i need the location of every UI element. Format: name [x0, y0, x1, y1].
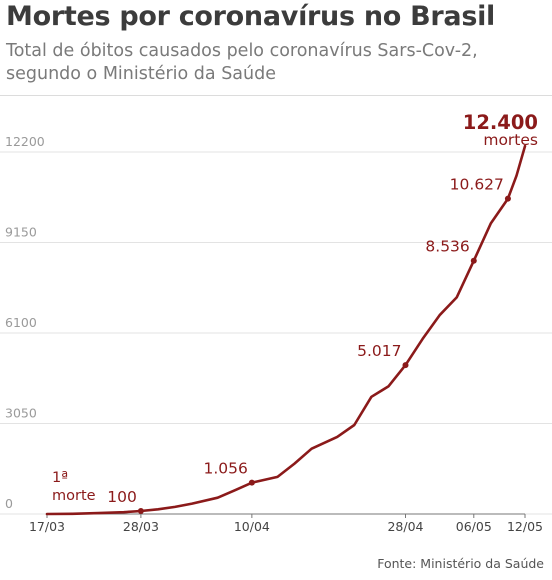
- y-tick-label: 3050: [5, 406, 37, 421]
- point-label: 100: [107, 488, 137, 506]
- chart-subtitle-line-1: Total de óbitos causados pelo coronavíru…: [6, 41, 478, 61]
- point-label-line-2: mortes: [483, 131, 538, 149]
- point-marker: [402, 362, 409, 369]
- y-tick-label: 0: [5, 496, 13, 511]
- point-label: 12.400: [463, 111, 538, 134]
- x-tick-label: 06/05: [456, 519, 492, 534]
- chart-title: Mortes por coronavírus no Brasil: [6, 1, 496, 32]
- point-label: 1.056: [203, 460, 247, 478]
- series-line: [45, 144, 527, 516]
- y-tick-label: 9150: [5, 225, 37, 240]
- point-marker: [470, 257, 477, 264]
- y-tick-label: 6100: [5, 315, 37, 330]
- point-label-line-2: morte: [52, 488, 96, 504]
- x-tick-label: 28/03: [123, 519, 159, 534]
- header-divider: [0, 95, 552, 96]
- chart-subtitle-line-2: segundo o Ministério da Saúde: [6, 64, 277, 84]
- source-note: Fonte: Ministério da Saúde: [377, 556, 544, 571]
- point-label: 1ª: [52, 470, 68, 486]
- x-tick-label: 12/05: [507, 519, 543, 534]
- x-tick-label: 10/04: [234, 519, 270, 534]
- x-tick-label: 28/04: [387, 519, 423, 534]
- x-tick-label: 17/03: [29, 519, 65, 534]
- point-marker: [248, 479, 255, 486]
- point-label: 5.017: [357, 342, 401, 360]
- point-marker: [504, 195, 511, 202]
- chart-subtitle: Total de óbitos causados pelo coronavíru…: [6, 40, 546, 86]
- y-tick-label: 12200: [5, 134, 45, 149]
- point-label: 10.627: [450, 176, 504, 194]
- point-marker: [137, 508, 144, 515]
- point-label: 8.536: [425, 238, 469, 256]
